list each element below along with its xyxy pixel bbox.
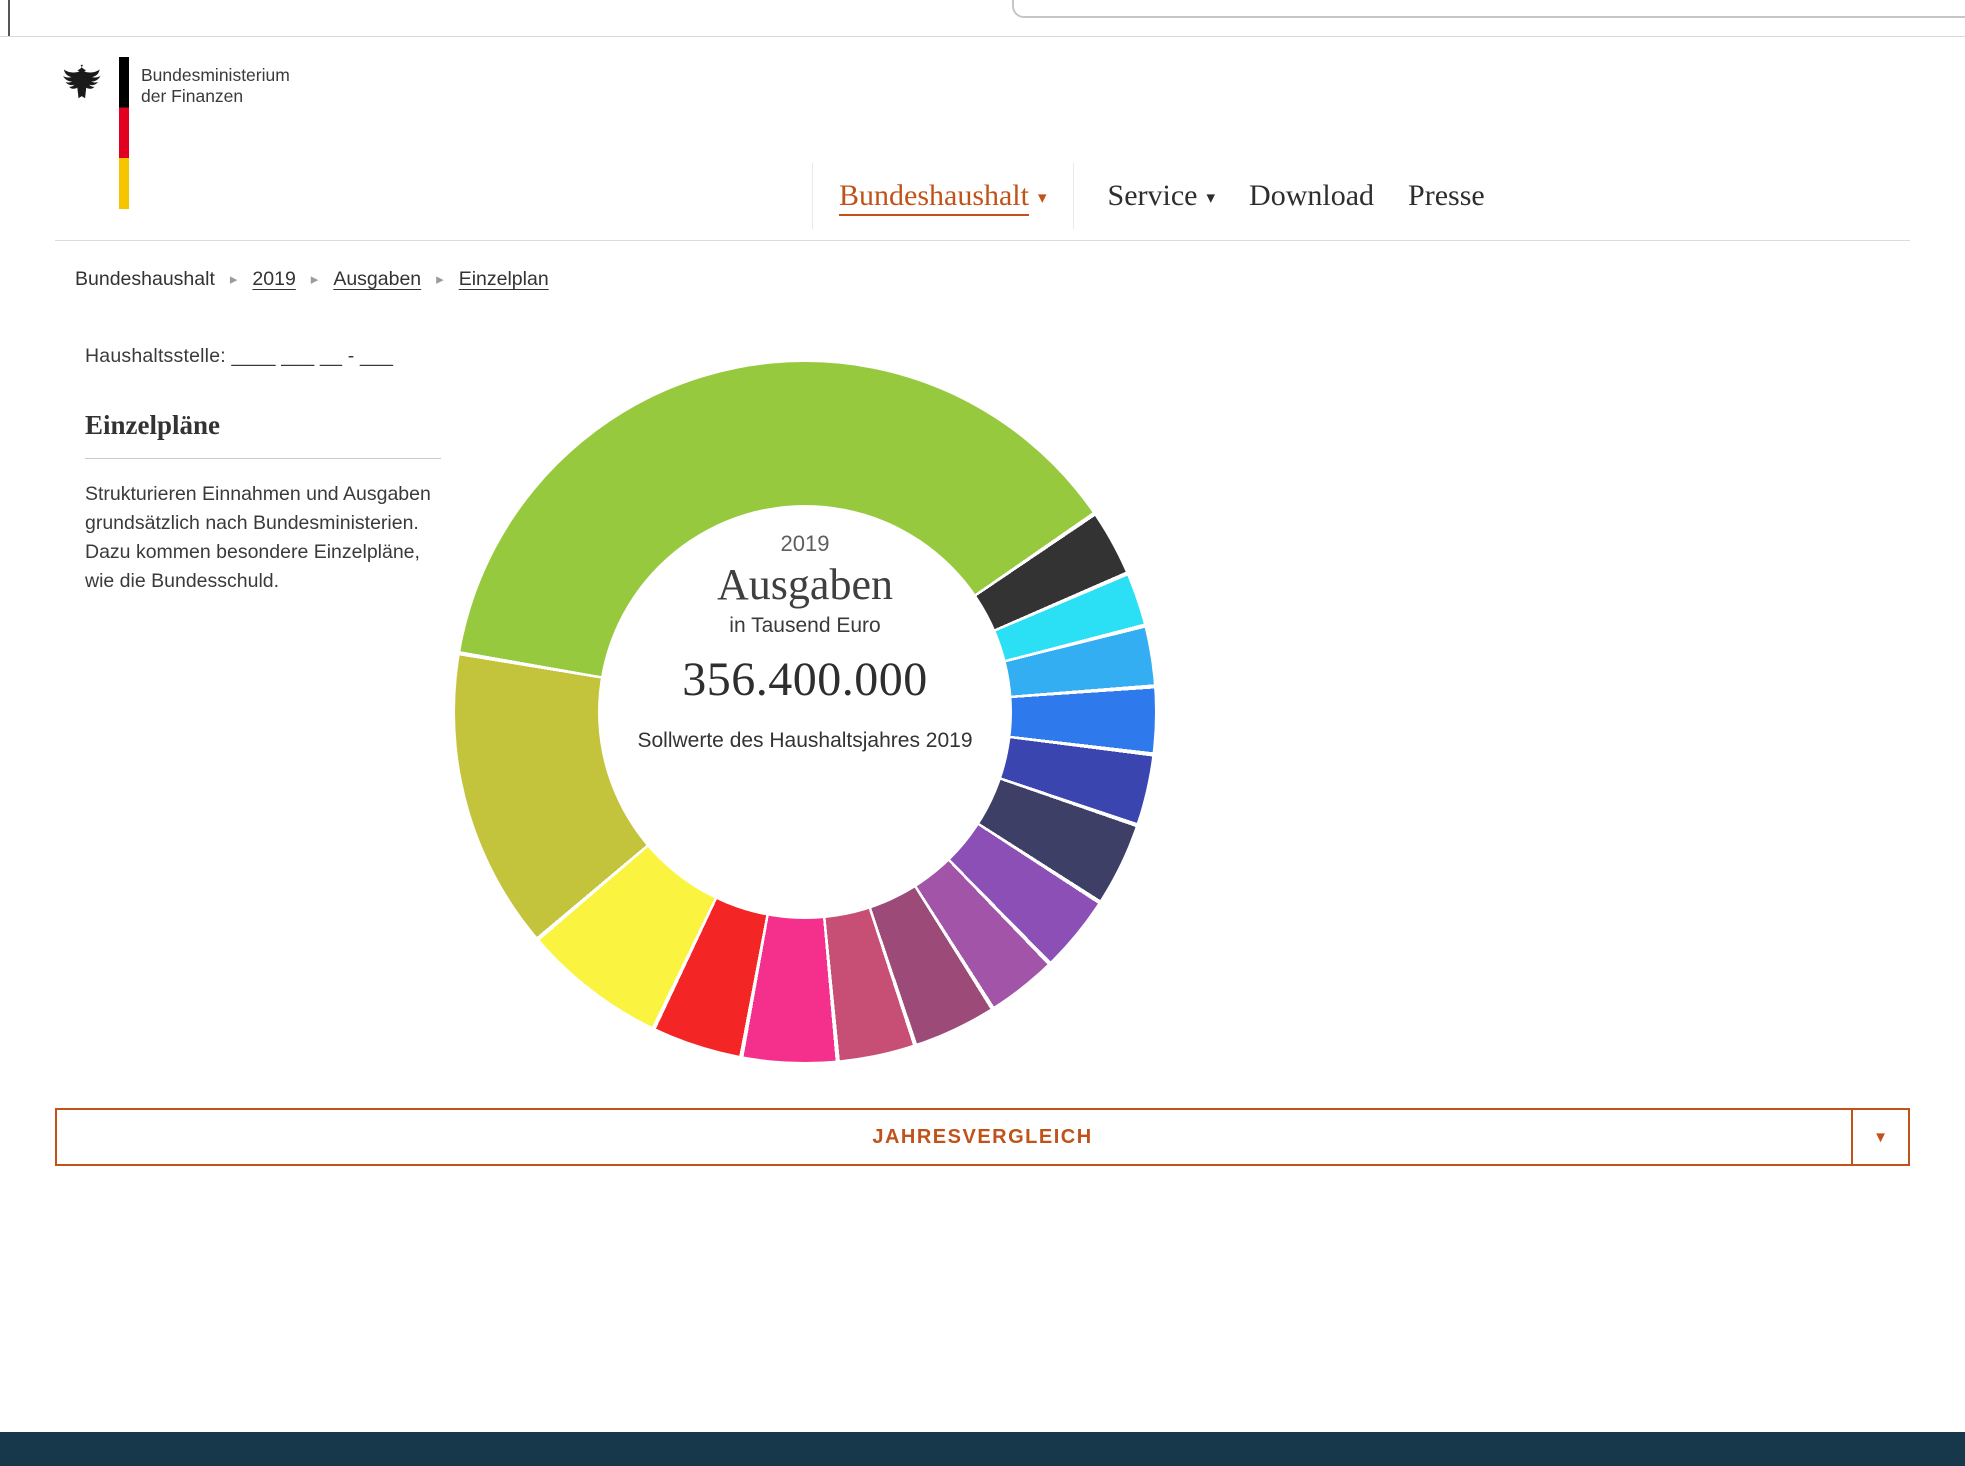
chevron-down-icon: ▾	[1206, 188, 1216, 207]
breadcrumb-link-ausgaben[interactable]: Ausgaben	[333, 268, 422, 290]
ministry-name-line2: der Finanzen	[141, 86, 244, 106]
nav-item-label: Download	[1249, 179, 1375, 212]
window-edge-line	[8, 0, 10, 36]
haushaltsstelle-field[interactable]: Haushaltsstelle: ____ ___ __ - ___	[85, 345, 394, 367]
ministry-logo[interactable]: Bundesministerium der Finanzen	[57, 57, 290, 209]
flag-bar	[119, 57, 129, 209]
sidebar: Haushaltsstelle: ____ ___ __ - ___ Einze…	[85, 345, 441, 596]
chevron-down-icon: ▾	[1037, 188, 1047, 207]
federal-eagle-icon	[63, 64, 101, 99]
nav-item-presse[interactable]: Presse	[1408, 163, 1485, 229]
jahresvergleich-label: JAHRESVERGLEICH	[872, 1125, 1093, 1148]
nav-item-bundeshaushalt[interactable]: Bundeshaushalt ▾	[812, 163, 1074, 229]
chart-unit: in Tausend Euro	[729, 614, 881, 637]
ministry-name: Bundesministerium der Finanzen	[141, 57, 290, 209]
nav-item-download[interactable]: Download	[1249, 163, 1374, 229]
sidebar-heading: Einzelpläne	[85, 410, 441, 459]
jahresvergleich-toggle-button[interactable]: ▼	[1851, 1110, 1908, 1164]
breadcrumb: Bundeshaushalt ▸ 2019 ▸ Ausgaben ▸ Einze…	[55, 240, 1910, 291]
nav-item-service[interactable]: Service ▾	[1108, 163, 1216, 229]
chevron-right-icon: ▸	[310, 270, 319, 288]
ministry-name-line1: Bundesministerium	[141, 65, 290, 85]
dropdown-arrow-icon: ▼	[1873, 1128, 1888, 1146]
donut-center: 2019 Ausgaben in Tausend Euro 356.400.00…	[598, 505, 1012, 919]
jahresvergleich-bar[interactable]: JAHRESVERGLEICH ▼	[55, 1108, 1910, 1166]
chevron-right-icon: ▸	[229, 270, 238, 288]
budget-donut-chart[interactable]: 2019 Ausgaben in Tausend Euro 356.400.00…	[455, 362, 1155, 1062]
chart-year: 2019	[780, 531, 830, 556]
sidebar-description: Strukturieren Einnahmen und Ausgaben gru…	[85, 483, 431, 592]
top-strip	[0, 0, 1965, 37]
chart-total: 356.400.000	[682, 653, 928, 706]
search-input[interactable]	[1012, 0, 1965, 18]
breadcrumb-item-bundeshaushalt: Bundeshaushalt	[75, 268, 215, 290]
nav-item-label: Bundeshaushalt	[839, 179, 1029, 212]
footer-bar	[0, 1432, 1965, 1466]
breadcrumb-link-einzelplan[interactable]: Einzelplan	[458, 268, 549, 290]
main-nav: Bundeshaushalt ▾ Service ▾ Download Pres…	[812, 163, 1485, 229]
nav-item-label: Presse	[1408, 179, 1485, 212]
breadcrumb-link-2019[interactable]: 2019	[252, 268, 296, 290]
chevron-right-icon: ▸	[436, 270, 444, 288]
chart-title: Ausgaben	[717, 560, 893, 609]
chart-footnote: Sollwerte des Haushaltsjahres 2019	[637, 729, 973, 752]
nav-item-label: Service	[1107, 179, 1198, 212]
